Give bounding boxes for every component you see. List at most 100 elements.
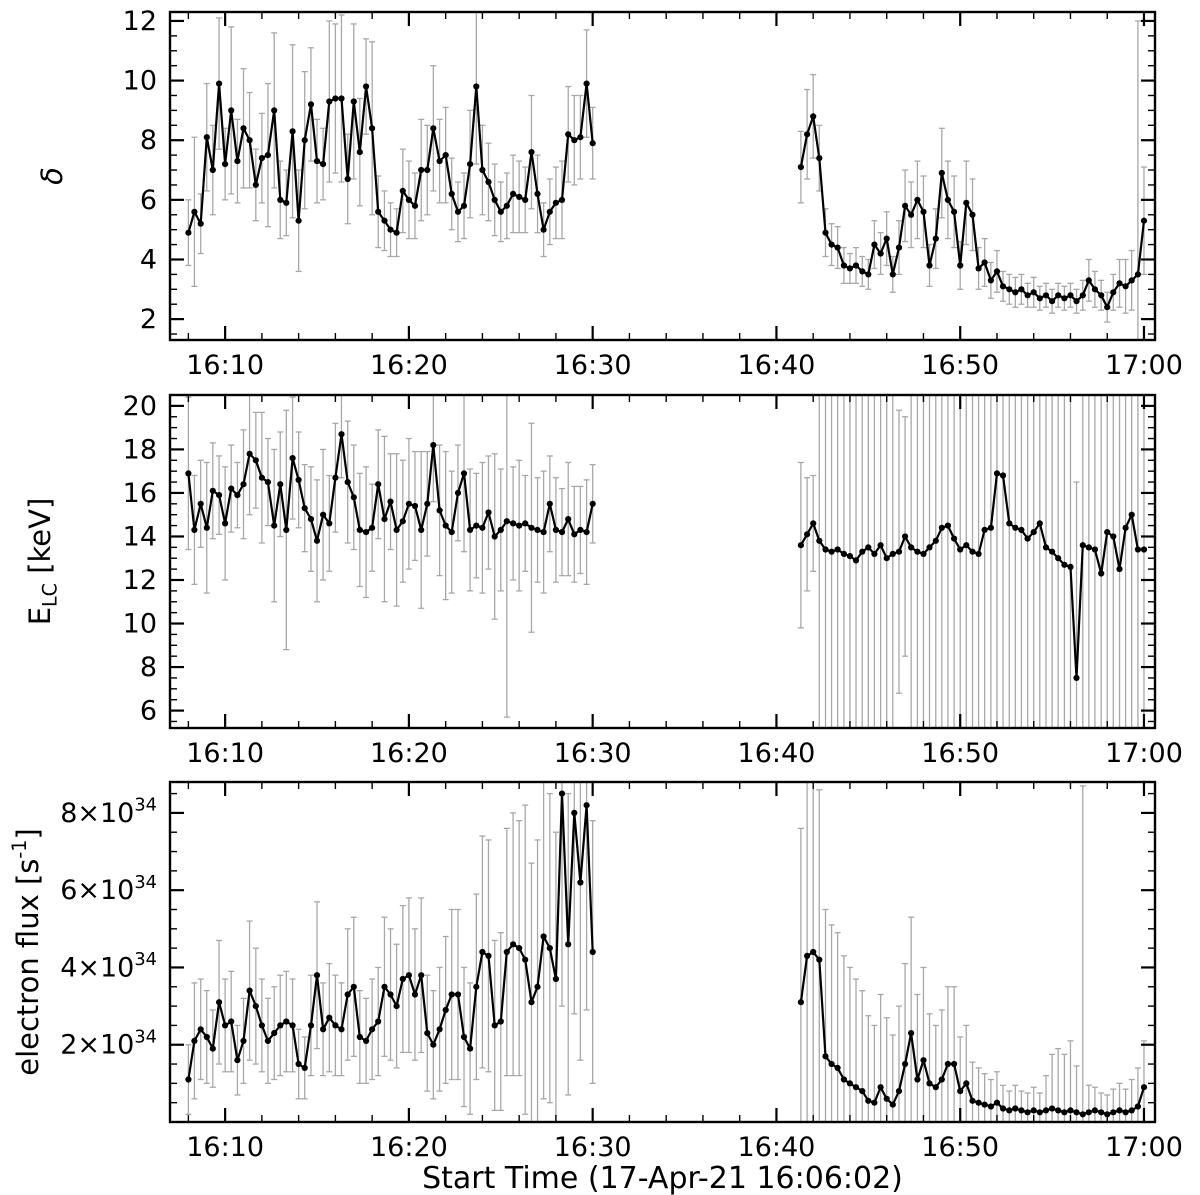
data-point bbox=[981, 1101, 988, 1108]
data-point bbox=[926, 544, 933, 551]
x-tick-label: 16:20 bbox=[370, 1132, 448, 1163]
data-point bbox=[957, 1088, 964, 1095]
data-point bbox=[944, 1060, 952, 1068]
data-point bbox=[399, 975, 406, 983]
data-point bbox=[320, 1026, 327, 1033]
data-point bbox=[363, 529, 370, 536]
data-point bbox=[430, 442, 437, 449]
data-point bbox=[442, 522, 449, 529]
data-point bbox=[920, 550, 927, 558]
data-point bbox=[467, 1045, 474, 1052]
data-point bbox=[197, 220, 204, 227]
data-point bbox=[411, 202, 419, 209]
data-point bbox=[363, 1037, 370, 1044]
data-point bbox=[1134, 546, 1141, 553]
data-point bbox=[363, 83, 370, 90]
data-point bbox=[1030, 529, 1037, 536]
data-point bbox=[865, 544, 872, 551]
data-point bbox=[454, 208, 462, 215]
data-point bbox=[1122, 1109, 1129, 1116]
data-point bbox=[1140, 217, 1148, 224]
data-point bbox=[840, 262, 848, 269]
y-tick-label: 8 bbox=[140, 125, 157, 156]
data-point bbox=[1116, 566, 1123, 573]
data-point bbox=[522, 956, 529, 963]
data-point bbox=[908, 544, 915, 551]
data-point bbox=[1036, 1109, 1043, 1116]
y-tick-label: 12 bbox=[123, 6, 157, 37]
data-point bbox=[889, 271, 896, 278]
x-tick-label: 17:00 bbox=[1105, 1132, 1183, 1163]
axis-ticks bbox=[170, 782, 1155, 1122]
data-point bbox=[1055, 555, 1062, 562]
data-point bbox=[840, 1076, 848, 1083]
data-point bbox=[424, 500, 431, 507]
data-point bbox=[1036, 295, 1043, 302]
data-point bbox=[216, 80, 223, 87]
data-point bbox=[944, 196, 952, 203]
data-point bbox=[859, 548, 866, 555]
data-point bbox=[859, 268, 866, 275]
data-series bbox=[185, 431, 1148, 682]
data-point bbox=[418, 972, 425, 979]
data-point bbox=[895, 548, 903, 555]
data-point bbox=[1091, 286, 1098, 293]
axis-frame bbox=[168, 780, 1157, 1124]
data-point bbox=[454, 489, 462, 496]
data-point bbox=[1116, 280, 1123, 287]
data-point bbox=[846, 265, 854, 272]
y-tick-label: 6×1034 bbox=[60, 872, 157, 906]
data-point bbox=[583, 80, 590, 87]
data-point bbox=[944, 522, 952, 529]
data-point bbox=[460, 1033, 468, 1041]
data-point bbox=[993, 470, 1001, 477]
data-point bbox=[528, 149, 535, 156]
data-point bbox=[981, 259, 988, 266]
data-point bbox=[804, 531, 811, 538]
data-point bbox=[834, 244, 841, 251]
data-point bbox=[1055, 292, 1062, 299]
data-point bbox=[1091, 546, 1098, 553]
data-point bbox=[1098, 1109, 1105, 1116]
data-point bbox=[264, 479, 271, 486]
data-point bbox=[908, 211, 915, 218]
data-point bbox=[491, 1022, 498, 1029]
data-point bbox=[418, 526, 425, 534]
data-point bbox=[828, 1060, 835, 1068]
axis-frame bbox=[168, 10, 1157, 342]
data-point bbox=[552, 975, 560, 983]
data-point bbox=[301, 1064, 308, 1071]
data-point bbox=[1036, 520, 1043, 527]
data-point bbox=[810, 948, 817, 956]
data-point bbox=[1049, 298, 1056, 305]
x-tick-label: 17:00 bbox=[1105, 738, 1183, 769]
y-tick-label: 8 bbox=[140, 652, 157, 683]
data-point bbox=[877, 542, 884, 549]
data-point bbox=[546, 500, 553, 507]
data-point bbox=[963, 542, 970, 549]
data-point bbox=[1055, 1107, 1062, 1114]
x-tick-label: 16:50 bbox=[921, 350, 999, 381]
data-point bbox=[883, 555, 890, 562]
data-point bbox=[565, 131, 572, 138]
data-point bbox=[975, 1099, 982, 1106]
data-point bbox=[1018, 1107, 1025, 1114]
data-point bbox=[473, 983, 480, 990]
data-point bbox=[822, 1053, 829, 1060]
data-point bbox=[889, 550, 896, 558]
data-point bbox=[332, 1022, 339, 1029]
data-point bbox=[558, 196, 566, 203]
data-point bbox=[448, 529, 455, 536]
x-tick-label: 16:30 bbox=[554, 738, 632, 769]
data-point bbox=[191, 208, 198, 215]
x-tick-label: 16:30 bbox=[554, 350, 632, 381]
data-point bbox=[1134, 1103, 1141, 1110]
data-point bbox=[369, 1026, 376, 1033]
data-point bbox=[1024, 292, 1031, 299]
data-point bbox=[1079, 292, 1086, 299]
data-point bbox=[350, 983, 357, 990]
data-point bbox=[534, 983, 541, 990]
data-point bbox=[516, 193, 523, 200]
data-point bbox=[840, 550, 848, 558]
data-point bbox=[871, 550, 878, 558]
